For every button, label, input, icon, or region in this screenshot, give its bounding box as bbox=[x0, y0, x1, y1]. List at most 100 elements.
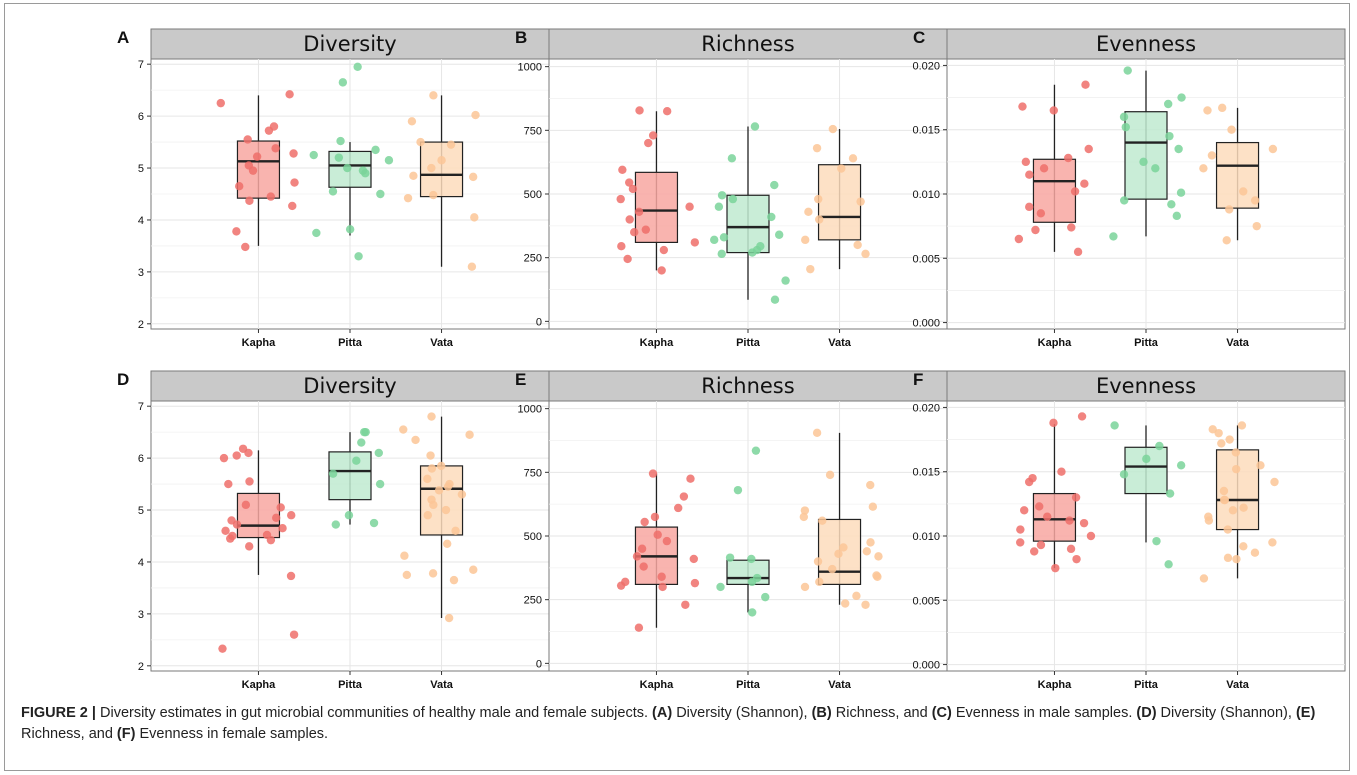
series-pitta: Pitta bbox=[1110, 421, 1186, 691]
data-point bbox=[216, 98, 225, 108]
data-point bbox=[1080, 179, 1089, 188]
x-tick-label: Kapha bbox=[242, 337, 277, 349]
data-point bbox=[618, 165, 627, 175]
y-tick-label: 2 bbox=[138, 319, 144, 331]
data-point bbox=[799, 512, 809, 522]
data-point bbox=[872, 571, 881, 580]
data-point bbox=[252, 152, 262, 161]
y-tick-label: 7 bbox=[138, 59, 144, 71]
caption-fragment: Diversity (Shannon), bbox=[1156, 705, 1296, 721]
data-point bbox=[434, 486, 444, 495]
data-point bbox=[681, 600, 690, 609]
data-point bbox=[1214, 428, 1223, 438]
x-tick-label: Pitta bbox=[1134, 337, 1159, 349]
data-point bbox=[1072, 554, 1081, 564]
figure-charts: A Diversity 2 3 4 5 6 7 Kapha Pitta Vata B Richness 0… bbox=[117, 28, 1346, 691]
series-kapha: Kapha bbox=[616, 106, 700, 349]
panel-C: C Evenness 0.000 0.005 0.010 0.015 0.020 Kapha P… bbox=[912, 28, 1346, 349]
data-point bbox=[1036, 209, 1046, 218]
data-point bbox=[1121, 122, 1130, 132]
data-point bbox=[806, 264, 815, 274]
box bbox=[634, 171, 679, 243]
y-tick-label: 0.000 bbox=[912, 660, 940, 672]
y-tick-label: 0 bbox=[536, 658, 542, 670]
data-point bbox=[1155, 441, 1164, 451]
data-point bbox=[648, 131, 658, 140]
data-point bbox=[1018, 102, 1027, 111]
y-tick-label: 0.020 bbox=[912, 60, 940, 72]
y-tick-label: 7 bbox=[138, 401, 144, 413]
x-tick-label: Pitta bbox=[736, 679, 761, 691]
data-point bbox=[235, 182, 244, 191]
data-point bbox=[427, 412, 436, 421]
data-point bbox=[1239, 542, 1248, 551]
data-point bbox=[689, 554, 699, 564]
x-tick-label: Vata bbox=[430, 679, 454, 691]
data-point bbox=[1164, 99, 1173, 109]
data-point bbox=[344, 511, 354, 520]
panel-letter: D bbox=[117, 370, 129, 389]
x-tick-label: Pitta bbox=[1134, 679, 1159, 691]
data-point bbox=[686, 474, 695, 483]
data-point bbox=[1036, 540, 1046, 550]
y-tick-label: 750 bbox=[524, 467, 542, 479]
y-tick-label: 6 bbox=[138, 111, 144, 123]
data-point bbox=[621, 577, 630, 587]
y-tick-label: 0.000 bbox=[912, 318, 940, 330]
data-point bbox=[1223, 525, 1232, 534]
facet-strip bbox=[150, 370, 550, 402]
data-point bbox=[818, 516, 827, 525]
caption-fragment: Richness, and bbox=[831, 705, 932, 721]
data-point bbox=[1039, 164, 1049, 173]
x-tick-label: Vata bbox=[828, 337, 852, 349]
data-point bbox=[269, 122, 279, 131]
data-point bbox=[1239, 187, 1248, 196]
data-point bbox=[725, 553, 735, 562]
data-point bbox=[1222, 236, 1231, 245]
data-point bbox=[232, 451, 241, 460]
data-point bbox=[243, 135, 252, 144]
data-point bbox=[856, 197, 865, 206]
data-point bbox=[427, 464, 437, 473]
data-point bbox=[752, 573, 762, 583]
data-point bbox=[756, 242, 765, 251]
data-point bbox=[290, 178, 299, 187]
data-point bbox=[1250, 548, 1260, 557]
series-pitta: Pitta bbox=[716, 446, 770, 691]
data-point bbox=[429, 190, 438, 200]
data-point bbox=[245, 477, 254, 486]
data-point bbox=[352, 456, 361, 465]
y-tick-label: 0.005 bbox=[912, 253, 940, 265]
data-point bbox=[1119, 470, 1129, 479]
data-point bbox=[1049, 106, 1058, 115]
data-point bbox=[674, 503, 683, 513]
y-tick-label: 0.005 bbox=[912, 595, 940, 607]
data-point bbox=[861, 600, 870, 609]
facet-strip bbox=[946, 370, 1346, 402]
data-point bbox=[1067, 223, 1076, 232]
data-point bbox=[748, 608, 757, 617]
box bbox=[1124, 111, 1168, 200]
y-tick-label: 0 bbox=[536, 316, 542, 328]
data-point bbox=[657, 572, 666, 581]
data-point bbox=[1025, 170, 1034, 179]
x-tick-label: Vata bbox=[430, 337, 454, 349]
x-tick-label: Kapha bbox=[1038, 679, 1073, 691]
data-point bbox=[641, 225, 651, 234]
data-point bbox=[218, 644, 227, 653]
data-point bbox=[411, 435, 420, 445]
series-pitta: Pitta bbox=[309, 62, 394, 349]
data-point bbox=[468, 172, 478, 182]
x-tick-label: Vata bbox=[1226, 679, 1250, 691]
data-point bbox=[353, 62, 362, 71]
data-point bbox=[334, 153, 344, 162]
box bbox=[236, 492, 281, 539]
data-point bbox=[750, 122, 760, 131]
data-point bbox=[648, 469, 658, 478]
data-point bbox=[634, 207, 644, 217]
data-point bbox=[717, 249, 726, 259]
data-point bbox=[1225, 205, 1234, 214]
data-point bbox=[221, 526, 230, 536]
data-point bbox=[360, 427, 369, 437]
data-point bbox=[716, 582, 725, 592]
